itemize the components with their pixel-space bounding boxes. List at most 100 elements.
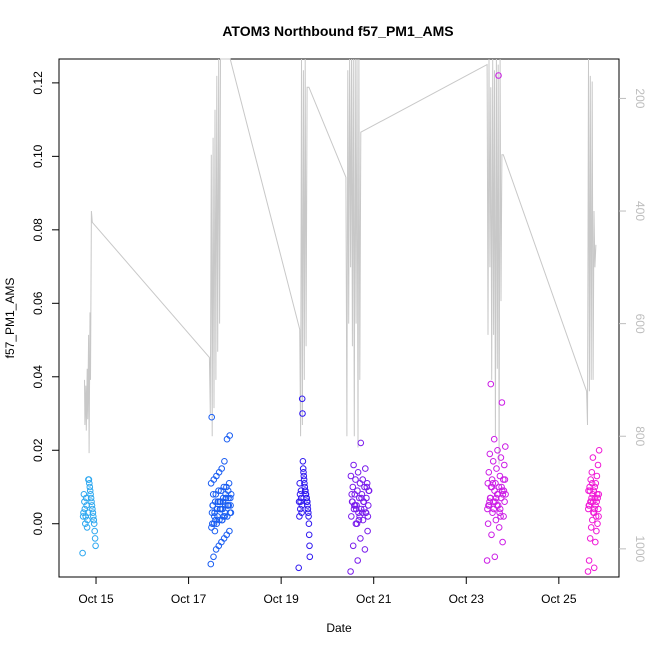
data-point — [221, 458, 228, 465]
data-point — [592, 480, 600, 487]
data-point — [361, 546, 369, 553]
data-point — [300, 472, 308, 480]
data-point — [484, 505, 491, 513]
data-point — [364, 513, 372, 520]
data-point — [587, 524, 595, 531]
data-point — [502, 491, 509, 498]
data-point — [226, 527, 233, 535]
data-point — [354, 557, 362, 564]
data-point — [362, 465, 369, 472]
data-point — [296, 513, 303, 520]
data-point — [501, 498, 508, 506]
data-point — [497, 454, 505, 461]
data-point — [352, 505, 360, 513]
data-point — [485, 502, 492, 509]
y-tick-label: 0.08 — [31, 218, 45, 242]
data-point — [209, 491, 217, 498]
x-axis-label: Date — [326, 621, 352, 635]
data-point — [296, 480, 304, 487]
data-point — [216, 516, 223, 524]
data-point — [305, 520, 313, 528]
y-tick-label: 0.06 — [31, 291, 45, 315]
data-point — [89, 509, 97, 517]
data-point — [360, 498, 367, 506]
data-point — [90, 520, 98, 528]
data-point — [348, 513, 355, 520]
x-tick-label: Oct 17 — [171, 592, 207, 606]
data-point — [305, 509, 312, 517]
data-point — [352, 476, 359, 483]
data-point — [484, 480, 492, 487]
data-point — [592, 538, 599, 546]
data-point — [359, 516, 367, 524]
x-tick-label: Oct 21 — [356, 592, 392, 606]
data-point — [212, 516, 219, 524]
data-point — [497, 513, 504, 520]
data-point — [589, 454, 597, 461]
data-point — [584, 568, 592, 575]
data-point — [213, 505, 221, 513]
data-point — [588, 480, 596, 487]
data-point — [586, 535, 594, 542]
data-point — [351, 502, 359, 509]
data-point — [499, 538, 506, 546]
data-point — [211, 527, 219, 535]
data-point — [82, 520, 89, 528]
data-point — [227, 502, 234, 509]
data-point — [298, 395, 306, 403]
data-point — [589, 498, 597, 506]
y2-tick-label: 600 — [633, 314, 647, 334]
y-axis-label: f57_PM1_AMS — [3, 278, 17, 359]
x-axis: Oct 15 Oct 17 Oct 19 Oct 21 Oct 23 Oct 25 — [78, 577, 577, 606]
data-point — [492, 480, 499, 487]
data-point — [365, 502, 372, 509]
data-point — [489, 480, 497, 487]
data-point — [349, 542, 357, 550]
data-point — [358, 491, 366, 498]
data-point — [497, 494, 505, 502]
data-point — [300, 469, 307, 476]
data-point — [483, 557, 491, 564]
y-tick-label: 0.02 — [31, 438, 45, 462]
data-point — [496, 509, 503, 517]
data-point — [92, 542, 99, 550]
data-point — [363, 483, 371, 491]
data-point — [91, 527, 98, 535]
y-tick-label: 0.12 — [31, 71, 45, 95]
data-point — [87, 494, 95, 502]
data-point — [214, 498, 222, 506]
data-point — [593, 491, 601, 498]
data-point — [587, 498, 595, 506]
data-point — [303, 498, 311, 506]
data-point — [360, 505, 368, 513]
data-point — [595, 513, 602, 520]
data-point — [295, 564, 303, 572]
data-point — [487, 494, 494, 502]
data-point — [594, 461, 602, 469]
depth-line — [84, 58, 597, 465]
data-point — [489, 458, 497, 465]
data-point — [305, 531, 313, 539]
data-point — [347, 472, 355, 480]
data-point — [227, 509, 235, 517]
data-point — [498, 399, 506, 406]
data-point — [222, 494, 230, 502]
data-point — [490, 435, 498, 443]
data-point — [91, 535, 99, 542]
right-axis-line-series — [84, 58, 597, 465]
data-point — [594, 520, 601, 528]
data-point — [586, 487, 594, 495]
data-point — [488, 476, 496, 483]
data-point — [353, 520, 361, 528]
y-axis: 0.00 0.02 0.04 0.06 0.08 0.10 0.12 — [31, 71, 59, 535]
data-point — [486, 450, 494, 458]
data-point — [301, 480, 308, 487]
data-point — [86, 483, 94, 491]
x-tick-label: Oct 15 — [78, 592, 114, 606]
data-point — [495, 524, 503, 531]
data-point — [495, 72, 502, 79]
data-point — [349, 483, 357, 491]
data-point — [85, 476, 92, 483]
scatter-points — [79, 72, 603, 575]
